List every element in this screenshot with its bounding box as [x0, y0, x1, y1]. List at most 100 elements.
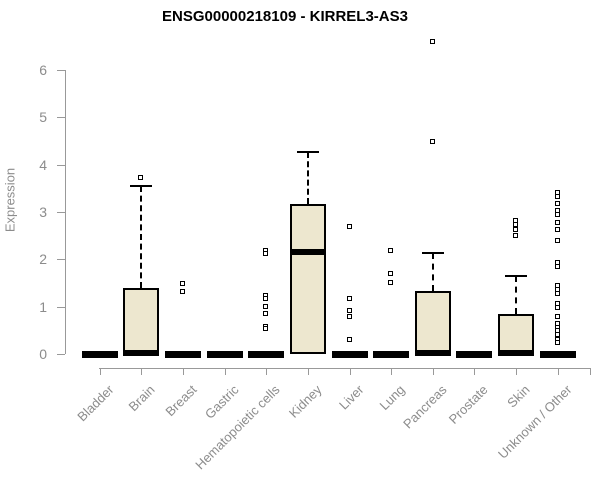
outlier-point [554, 212, 560, 218]
outlier-point [513, 226, 519, 232]
outlier-point [263, 326, 269, 332]
y-tick-label: 5 [39, 109, 47, 126]
outlier-point [554, 314, 560, 320]
y-axis-tick [57, 259, 65, 261]
y-axis-tick [57, 212, 65, 213]
outlier-point [554, 219, 560, 225]
x-tick-label-bladder: Bladder [74, 382, 117, 425]
outlier-point [138, 174, 144, 180]
box-collapsed-gastric [206, 350, 243, 358]
median-kidney [289, 249, 326, 256]
outlier-point [429, 138, 435, 144]
x-axis-tick [432, 368, 434, 375]
y-axis-label: Expression [2, 167, 18, 233]
y-tick-label: 4 [39, 156, 47, 173]
whisker-cap-pancreas [421, 251, 444, 254]
box-pancreas [414, 290, 451, 354]
outlier-point [388, 270, 394, 276]
outlier-point [180, 280, 186, 286]
x-tick-label-gastric: Gastric [201, 382, 242, 422]
outlier-point [263, 295, 269, 301]
x-tick-label-pancreas: Pancreas [399, 382, 450, 432]
box-collapsed-unknown-other [539, 350, 576, 358]
outlier-point [554, 226, 560, 232]
y-tick-label: 1 [39, 298, 47, 315]
outlier-point [346, 223, 352, 229]
x-axis-tick [516, 368, 518, 375]
x-axis-end-tick [590, 368, 591, 375]
box-collapsed-liver [331, 350, 368, 358]
whisker-cap-brain [130, 184, 153, 187]
y-axis-tick [57, 70, 65, 72]
outlier-point [388, 279, 394, 285]
outlier-point [388, 247, 394, 253]
outlier-point [513, 217, 519, 223]
outlier-point [263, 303, 269, 309]
whisker-cap-kidney [296, 150, 319, 153]
box-collapsed-prostate [456, 350, 493, 358]
whisker-brain [140, 185, 143, 288]
y-tick-label: 3 [39, 204, 47, 220]
outlier-point [346, 296, 352, 302]
whisker-pancreas [431, 252, 434, 291]
x-axis-tick [474, 368, 476, 375]
x-tick-label-skin: Skin [504, 382, 533, 411]
x-axis-tick [307, 368, 309, 375]
x-axis-tick [266, 368, 268, 375]
y-tick-label: 6 [39, 62, 47, 79]
y-tick-label: 2 [39, 251, 47, 268]
outlier-point [263, 250, 269, 256]
box-collapsed-lung [373, 350, 410, 358]
whisker-kidney [306, 151, 309, 204]
x-tick-label-brain: Brain [125, 382, 159, 415]
outlier-point [554, 263, 560, 269]
x-axis-tick [224, 368, 226, 375]
x-tick-label-lung: Lung [376, 382, 408, 414]
box-brain [123, 287, 160, 354]
x-axis-tick [99, 368, 101, 375]
box-collapsed-bladder [81, 350, 118, 358]
outlier-point [513, 232, 519, 238]
y-axis-tick [57, 306, 65, 308]
x-axis-tick [183, 368, 185, 375]
median-skin [498, 349, 535, 356]
whisker-skin [515, 275, 518, 315]
x-axis-tick [391, 368, 393, 375]
x-tick-label-prostate: Prostate [446, 382, 492, 427]
whisker-cap-skin [505, 274, 528, 277]
outlier-point [346, 336, 352, 342]
x-tick-label-breast: Breast [162, 382, 200, 420]
box-kidney [289, 203, 326, 354]
outlier-point [263, 310, 269, 316]
x-axis-line [99, 368, 590, 369]
median-pancreas [414, 349, 451, 356]
x-tick-label-unknown-other: Unknown / Other [494, 382, 575, 462]
outlier-point [554, 305, 560, 311]
x-axis-tick [141, 368, 143, 375]
outlier-point [554, 290, 560, 296]
outlier-point [346, 314, 352, 320]
y-axis-tick [57, 117, 65, 119]
x-axis-tick [557, 368, 559, 375]
outlier-point [180, 289, 186, 295]
box-collapsed-hematopoietic-cells [248, 350, 285, 358]
x-axis-tick [349, 368, 351, 375]
y-axis-line [65, 70, 66, 354]
outlier-point [554, 237, 560, 243]
outlier-point [554, 207, 560, 213]
outlier-point [429, 39, 435, 45]
y-axis-tick [57, 164, 65, 166]
outlier-point [554, 193, 560, 199]
box-skin [498, 314, 535, 354]
outlier-point [346, 308, 352, 314]
x-tick-label-liver: Liver [335, 382, 367, 413]
outlier-point [554, 340, 560, 346]
outlier-point [554, 332, 560, 338]
outlier-point [554, 200, 560, 206]
y-axis-tick [57, 354, 65, 355]
median-brain [123, 349, 160, 356]
y-tick-label: 0 [39, 346, 47, 362]
outlier-point [513, 222, 519, 228]
box-collapsed-breast [165, 350, 202, 358]
